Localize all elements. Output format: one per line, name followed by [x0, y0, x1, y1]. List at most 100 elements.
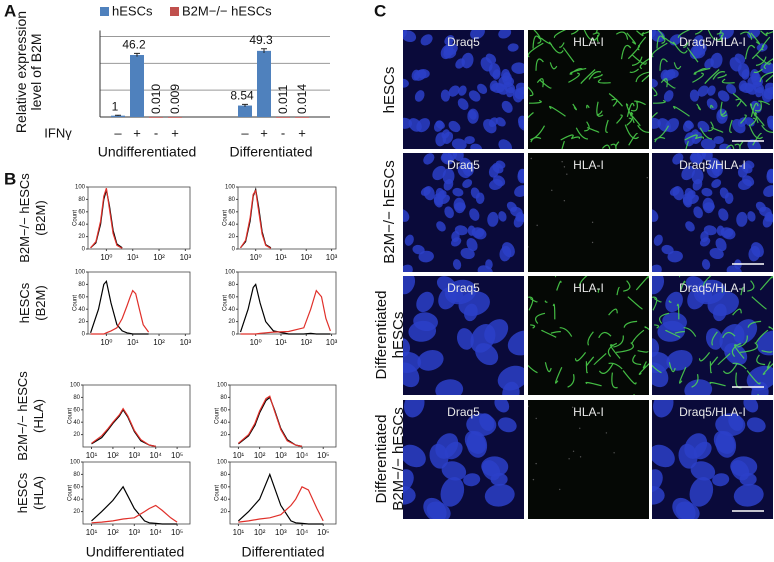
micrograph-content	[652, 276, 773, 395]
nucleus	[475, 343, 499, 366]
speck	[591, 221, 594, 224]
nucleus	[403, 30, 407, 38]
nucleus	[454, 225, 468, 236]
y-tick-label: 100	[70, 460, 81, 466]
row-label-line: Differentiated	[373, 415, 390, 504]
x-tick-label: 10⁵	[317, 451, 329, 460]
histogram-line	[91, 407, 156, 447]
y-axis-label: Count	[73, 210, 79, 226]
nucleus	[468, 90, 481, 102]
nucleus	[711, 179, 722, 189]
y-tick-label: 80	[73, 395, 80, 401]
nucleus	[718, 208, 729, 221]
y-tick-label: 100	[217, 383, 228, 389]
nucleus	[688, 194, 699, 205]
x-tick-label: 10³	[275, 528, 287, 537]
nucleus	[463, 473, 481, 487]
x-tick-label: 10⁴	[150, 528, 163, 537]
y-tick-label: 40	[78, 222, 85, 228]
y-tick-label: 20	[78, 234, 85, 240]
micrograph-bg	[528, 400, 649, 519]
y-tick-label: 80	[228, 197, 235, 203]
nucleus	[747, 211, 756, 222]
column-label: Differentiated	[241, 544, 324, 560]
nucleus	[408, 118, 422, 132]
y-tick-label: 60	[78, 294, 85, 300]
speck	[591, 241, 594, 244]
x-tick-label: 10⁴	[296, 451, 309, 460]
x-tick-label: 10³	[275, 451, 287, 460]
y-tick-label: 20	[73, 509, 80, 515]
x-tick-label: 10¹	[127, 253, 139, 262]
histogram-line	[90, 189, 123, 249]
y-tick-label: 20	[73, 432, 80, 438]
speck	[588, 166, 590, 169]
y-tick-label: 100	[75, 270, 86, 276]
nucleus	[440, 44, 454, 60]
group-label: Undifferentiated	[98, 144, 197, 160]
y-tick-label: 60	[220, 484, 227, 490]
speck	[535, 462, 537, 465]
nucleus	[493, 175, 506, 187]
nucleus	[690, 461, 716, 481]
row-label: hESCs(B2M)	[17, 282, 48, 323]
nucleus	[713, 136, 724, 145]
nucleus	[446, 285, 464, 303]
y-tick-label: 20	[228, 319, 235, 325]
bar	[238, 105, 252, 117]
nucleus	[403, 208, 410, 222]
nucleus	[467, 108, 479, 124]
nucleus	[693, 206, 703, 219]
y-tick-label: 40	[228, 222, 235, 228]
nucleus	[652, 30, 656, 38]
histogram-line	[91, 504, 178, 524]
histogram-line	[238, 486, 324, 523]
nucleus	[451, 138, 467, 149]
nucleus	[726, 265, 742, 272]
nucleus	[712, 473, 730, 487]
nucleus	[724, 343, 748, 366]
nucleus	[652, 485, 665, 505]
nucleus	[403, 469, 414, 493]
micrograph-content	[528, 30, 649, 149]
nucleus	[734, 53, 746, 64]
x-tick-label: 10²	[153, 253, 165, 262]
speck	[646, 176, 648, 179]
nucleus	[460, 247, 475, 260]
nucleus	[507, 330, 524, 356]
nucleus	[452, 259, 462, 270]
nucleus	[683, 120, 693, 132]
x-tick-label: –	[114, 125, 122, 140]
histogram-line	[237, 472, 324, 525]
nucleus	[457, 98, 469, 111]
x-tick-label: 10⁴	[150, 451, 163, 460]
nucleus	[426, 501, 451, 519]
x-tick-label: +	[298, 125, 306, 140]
y-tick-label: 100	[225, 185, 236, 191]
nucleus	[404, 234, 414, 246]
y-axis-label-line: level of B2M	[28, 33, 44, 110]
y-tick-label: 80	[78, 197, 85, 203]
speck	[528, 246, 529, 248]
nucleus	[487, 211, 499, 227]
nucleus	[461, 52, 474, 69]
nucleus	[414, 90, 425, 102]
y-axis-label: Count	[215, 485, 221, 501]
nucleus	[440, 89, 451, 102]
nucleus	[689, 477, 714, 507]
nucleus	[709, 247, 724, 260]
x-tick-label: 10²	[107, 451, 119, 460]
y-tick-label: 60	[78, 209, 85, 215]
membrane-stain	[528, 276, 649, 395]
legend-swatch	[170, 7, 179, 16]
x-tick-label: 10⁵	[317, 528, 329, 537]
plot-frame	[87, 186, 191, 250]
row-label-line: hESCs	[17, 282, 32, 323]
nucleus	[474, 228, 485, 238]
micrograph: Draq5	[403, 400, 524, 519]
nucleus	[435, 132, 447, 147]
row-label-line: (HLA)	[31, 399, 46, 433]
speck	[571, 406, 574, 409]
channel-label: Draq5	[447, 281, 480, 295]
